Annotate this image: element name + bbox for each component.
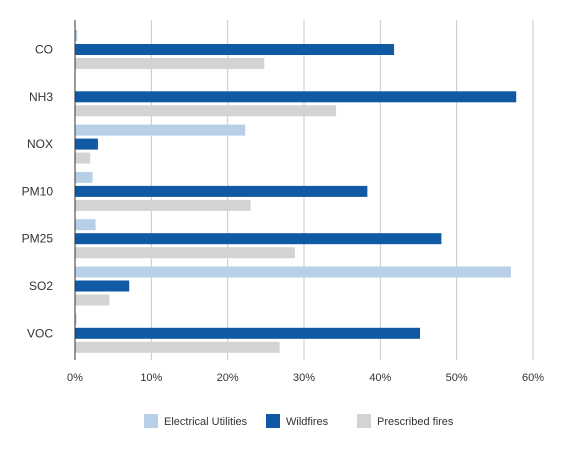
bar-co-wildfires (75, 44, 395, 55)
bar-voc-wildfires (75, 327, 421, 339)
x-tick-label: 0% (67, 372, 83, 384)
bar-pm10-wildfires (75, 185, 368, 197)
y-tick-label: CO (35, 43, 53, 57)
x-tick-label: 40% (369, 372, 391, 384)
bars (75, 30, 517, 353)
bar-nh3-wildfires (75, 91, 517, 103)
bar-nh3-prescribed-fires (75, 105, 337, 117)
legend-label: Electrical Utilities (164, 416, 248, 428)
legend: Electrical Utilities Wildfires Prescribed … (144, 414, 454, 428)
legend-label: Prescribed fires (377, 416, 454, 428)
bar-pm25-prescribed-fires (75, 247, 295, 259)
y-tick-label: NOX (27, 137, 53, 151)
bar-nox-wildfires (75, 138, 98, 150)
y-tick-label: PM25 (22, 232, 54, 246)
legend-swatch (357, 414, 371, 428)
bar-pm10-prescribed-fires (75, 199, 251, 211)
bar-pm25-electrical-utilities (75, 219, 96, 231)
tick-labels: 0% 10% 20% 30% 40% 50% 60% CO NH3 NOX PM10 PM25 SO2 V… (22, 43, 545, 385)
bar-co-electrical-utilities (75, 30, 78, 41)
bar-pm25-wildfires (75, 233, 442, 245)
y-tick-label: VOC (27, 326, 53, 340)
bar-voc-electrical-utilities (75, 313, 77, 325)
legend-swatch (144, 414, 158, 428)
bar-nox-electrical-utilities (75, 124, 246, 136)
x-tick-label: 20% (217, 372, 239, 384)
bar-so2-electrical-utilities (75, 266, 511, 278)
bar-nox-prescribed-fires (75, 152, 91, 164)
legend-swatch (266, 414, 280, 428)
bar-so2-prescribed-fires (75, 294, 110, 306)
legend-label: Wildfires (286, 416, 329, 428)
x-tick-label: 30% (293, 372, 315, 384)
x-tick-label: 10% (140, 372, 162, 384)
y-tick-label: NH3 (29, 90, 53, 104)
bar-so2-wildfires (75, 280, 130, 292)
y-tick-label: PM10 (22, 184, 54, 198)
bar-pm10-electrical-utilities (75, 171, 93, 183)
y-tick-label: SO2 (29, 279, 53, 293)
bar-voc-prescribed-fires (75, 341, 280, 353)
bar-co-prescribed-fires (75, 58, 265, 69)
x-tick-label: 50% (446, 372, 468, 384)
x-tick-label: 60% (522, 372, 544, 384)
